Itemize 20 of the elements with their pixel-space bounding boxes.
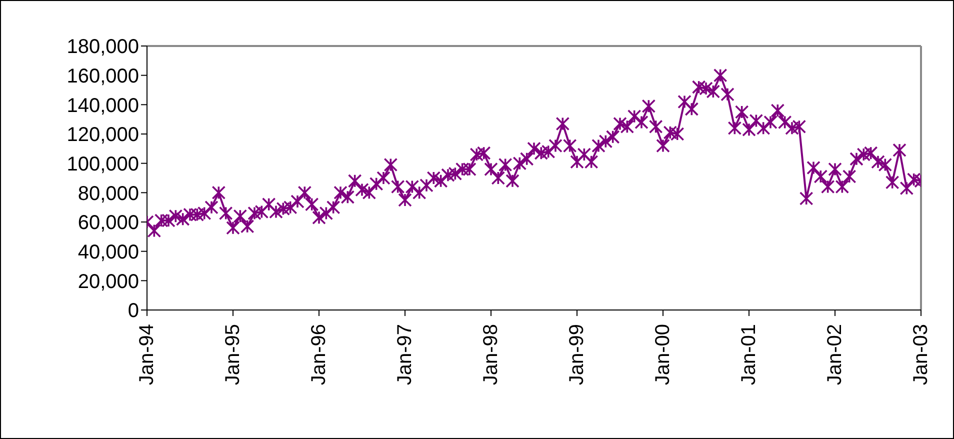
x-tick-label: Jan-02 xyxy=(824,324,846,386)
y-tick-label: 180,000 xyxy=(66,36,139,58)
x-tick-label: Jan-94 xyxy=(136,324,158,386)
x-tick-label: Jan-97 xyxy=(394,324,416,386)
x-tick-label: Jan-96 xyxy=(308,324,330,386)
y-tick-label: 120,000 xyxy=(66,124,139,146)
x-tick-label: Jan-99 xyxy=(566,324,588,386)
y-tick-label: 80,000 xyxy=(78,182,139,205)
y-tick-label: 20,000 xyxy=(78,270,139,293)
x-tick-label: Jan-01 xyxy=(738,324,760,386)
x-tick-label: Jan-03 xyxy=(910,324,932,386)
y-tick-label: 0 xyxy=(128,300,139,322)
x-tick-label: Jan-95 xyxy=(222,324,244,386)
y-tick-label: 40,000 xyxy=(78,241,139,264)
y-tick-label: 60,000 xyxy=(78,212,139,234)
y-tick-label: 160,000 xyxy=(66,65,139,88)
y-tick-label: 100,000 xyxy=(66,153,139,176)
y-tick-label: 140,000 xyxy=(66,94,139,117)
x-tick-label: Jan-98 xyxy=(480,324,502,386)
x-tick-label: Jan-00 xyxy=(652,324,674,386)
